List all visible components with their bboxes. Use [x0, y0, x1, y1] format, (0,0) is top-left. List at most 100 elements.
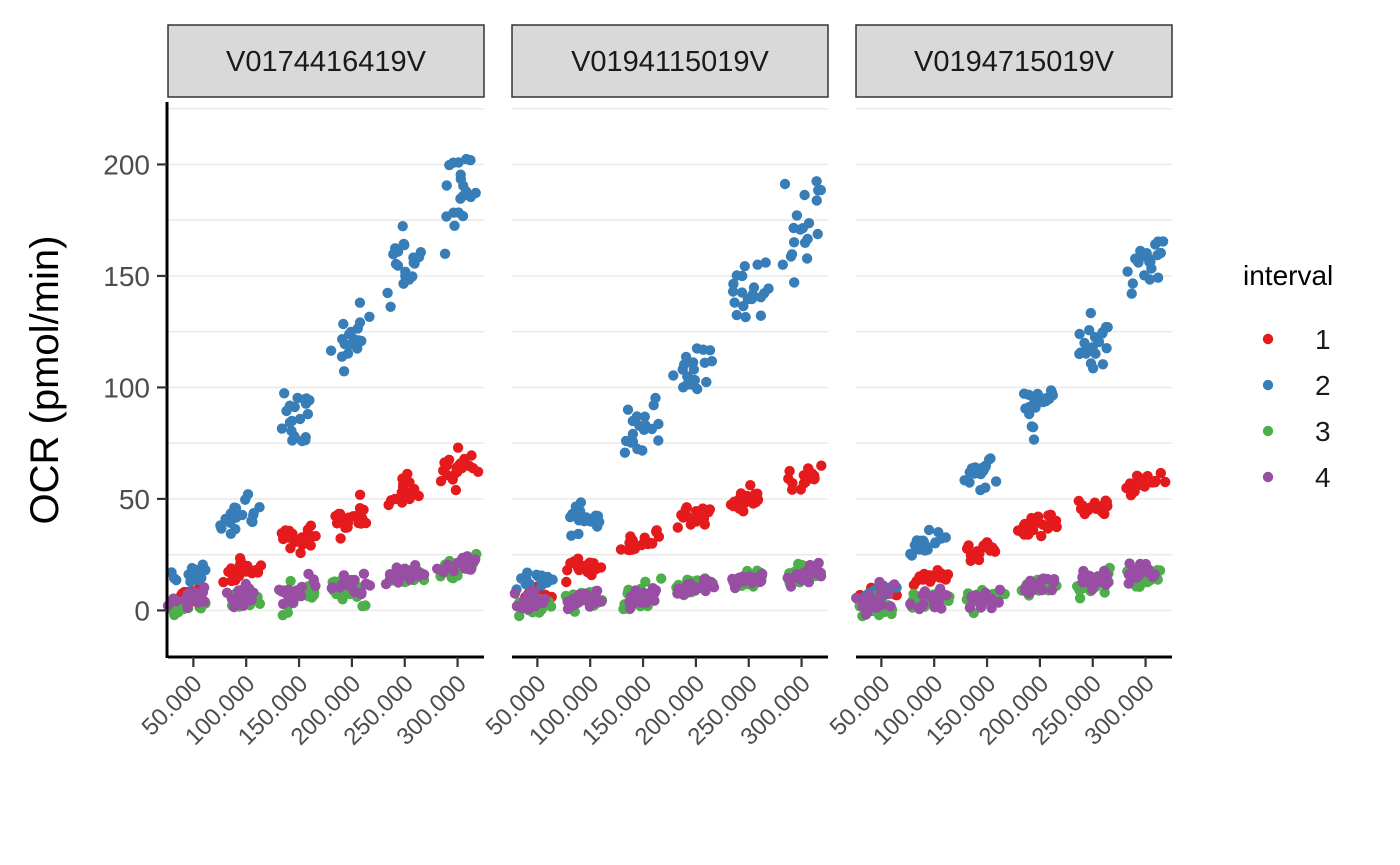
- data-point-interval-4: [1100, 579, 1111, 591]
- facet-strip-label: V0194715019V: [914, 46, 1115, 78]
- data-point-interval-4: [356, 588, 367, 600]
- data-point-interval-2: [354, 297, 366, 308]
- data-point-interval-1: [223, 566, 234, 577]
- data-point-interval-3: [285, 575, 296, 587]
- data-point-interval-1: [595, 562, 607, 573]
- data-point-interval-4: [785, 581, 797, 592]
- data-point-interval-1: [1016, 526, 1027, 537]
- data-point-interval-2: [990, 476, 1002, 487]
- data-point-interval-2: [242, 489, 254, 500]
- data-point-interval-1: [441, 460, 453, 471]
- data-point-interval-3: [793, 558, 804, 570]
- data-point-interval-4: [596, 596, 607, 607]
- data-point-interval-1: [305, 532, 316, 543]
- data-point-interval-2: [701, 376, 712, 388]
- data-point-interval-4: [1147, 571, 1159, 583]
- data-point-interval-1: [572, 562, 584, 573]
- data-point-interval-1: [1043, 510, 1054, 521]
- data-point-interval-2: [777, 259, 788, 270]
- data-point-interval-1: [974, 548, 985, 559]
- data-point-interval-1: [255, 560, 267, 571]
- data-point-interval-2: [1144, 274, 1156, 285]
- data-point-interval-4: [883, 588, 894, 600]
- data-point-interval-2: [1101, 343, 1112, 354]
- data-point-interval-1: [230, 575, 241, 586]
- data-point-interval-2: [930, 537, 941, 548]
- data-point-interval-2: [415, 247, 426, 258]
- data-point-interval-2: [287, 435, 298, 446]
- data-point-interval-2: [397, 221, 408, 232]
- data-point-interval-2: [230, 524, 241, 535]
- facet-strip-label: V0174416419V: [226, 46, 427, 78]
- facet-panel-2: V0194115019V50.000100.000150.000200.0002…: [481, 24, 829, 751]
- data-point-interval-4: [994, 584, 1006, 595]
- data-point-interval-4: [303, 568, 314, 580]
- data-point-interval-2: [281, 405, 292, 417]
- y-axis-label: OCR (pmol/min): [23, 236, 67, 525]
- data-point-interval-4: [1096, 571, 1107, 582]
- data-point-interval-2: [653, 418, 664, 430]
- data-point-interval-4: [334, 582, 345, 593]
- data-point-interval-2: [752, 259, 763, 270]
- data-point-interval-1: [786, 484, 798, 495]
- data-point-interval-2: [918, 535, 929, 546]
- data-point-interval-2: [385, 301, 396, 312]
- data-point-interval-2: [639, 411, 650, 422]
- legend-item-4: 4: [1262, 462, 1331, 493]
- data-point-interval-1: [936, 568, 947, 579]
- data-point-interval-1: [1030, 518, 1041, 529]
- data-point-interval-4: [361, 578, 372, 589]
- data-point-interval-1: [1073, 495, 1085, 507]
- facet-strip: [511, 24, 829, 98]
- data-point-interval-2: [1152, 236, 1164, 247]
- legend-label: 4: [1315, 462, 1331, 493]
- data-point-interval-2: [1155, 247, 1167, 259]
- data-point-interval-1: [358, 504, 369, 515]
- data-point-interval-4: [519, 599, 530, 610]
- points: [162, 153, 484, 621]
- data-point-interval-4: [296, 581, 308, 593]
- data-point-interval-2: [799, 189, 810, 201]
- data-point-interval-2: [336, 351, 348, 362]
- data-point-interval-2: [691, 343, 703, 354]
- data-point-interval-3: [308, 589, 320, 601]
- data-point-interval-2: [183, 569, 194, 580]
- data-point-interval-2: [802, 233, 813, 245]
- data-point-interval-2: [1084, 325, 1095, 336]
- data-point-interval-2: [680, 351, 692, 363]
- data-point-interval-3: [254, 598, 266, 609]
- data-point-interval-2: [978, 464, 989, 475]
- legend-key-dot: [1262, 471, 1274, 483]
- data-point-interval-2: [575, 508, 586, 519]
- data-point-interval-3: [1074, 593, 1086, 604]
- data-point-interval-3: [886, 608, 897, 620]
- data-point-interval-4: [914, 603, 925, 615]
- data-point-interval-4: [815, 567, 826, 579]
- data-point-interval-4: [889, 579, 900, 590]
- data-point-interval-2: [231, 510, 242, 521]
- data-point-interval-2: [933, 527, 944, 538]
- data-point-interval-4: [885, 601, 896, 612]
- data-point-interval-1: [682, 511, 693, 522]
- data-point-interval-2: [1046, 387, 1058, 398]
- data-point-interval-4: [509, 588, 521, 599]
- data-point-interval-2: [746, 293, 758, 305]
- data-point-interval-4: [525, 590, 536, 601]
- data-point-interval-4: [221, 587, 233, 598]
- data-point-interval-2: [1126, 288, 1137, 299]
- data-point-interval-4: [749, 574, 761, 585]
- facet-strip: [855, 24, 1173, 98]
- data-point-interval-4: [798, 572, 809, 583]
- data-point-interval-2: [171, 574, 182, 586]
- data-point-interval-2: [200, 564, 211, 576]
- legend-item-1: 1: [1262, 324, 1331, 355]
- data-point-interval-4: [634, 593, 646, 604]
- legend-key-dot: [1262, 333, 1274, 345]
- data-point-interval-1: [572, 553, 584, 564]
- data-point-interval-1: [1150, 475, 1161, 487]
- data-point-interval-2: [739, 261, 750, 272]
- data-point-interval-2: [1079, 337, 1090, 349]
- data-point-interval-1: [334, 508, 346, 520]
- data-point-interval-2: [755, 310, 767, 321]
- legend-label: 3: [1315, 416, 1331, 447]
